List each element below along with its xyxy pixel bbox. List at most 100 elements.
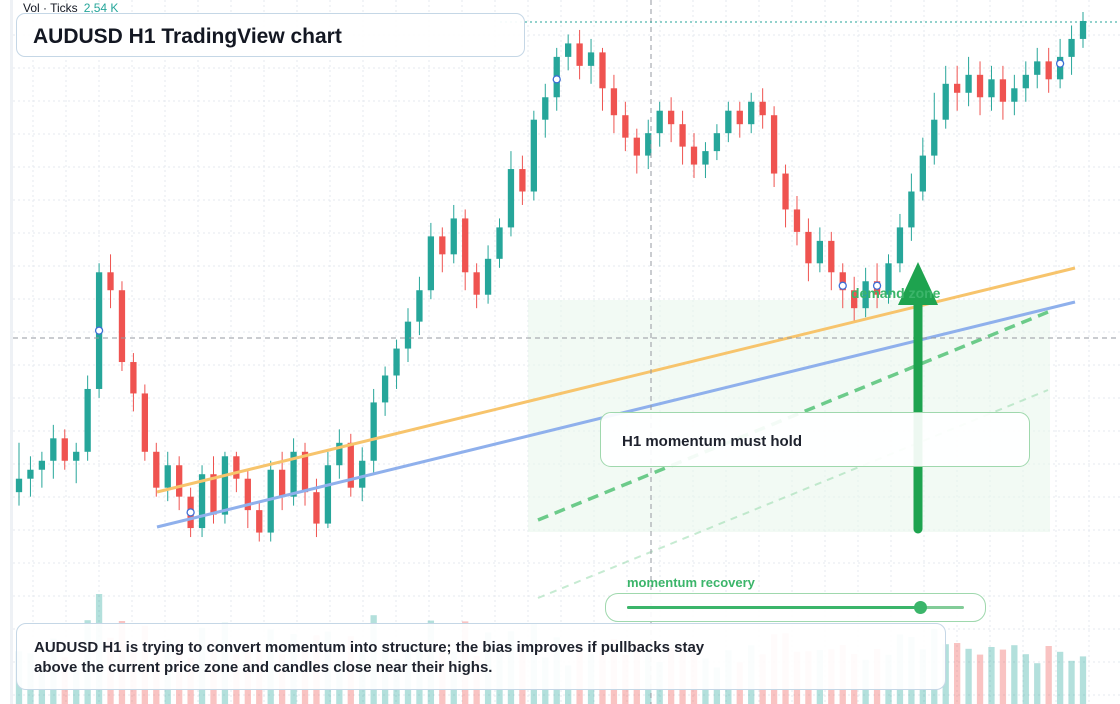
candle[interactable] <box>610 74 618 134</box>
candle[interactable] <box>27 456 34 497</box>
candle[interactable] <box>885 254 892 304</box>
candle[interactable] <box>141 384 148 461</box>
candle[interactable] <box>759 88 766 129</box>
candle[interactable] <box>954 65 961 111</box>
candle[interactable] <box>965 56 972 107</box>
candle[interactable] <box>645 119 652 170</box>
candle[interactable] <box>736 101 743 138</box>
candle-body <box>679 124 686 147</box>
candle[interactable] <box>851 276 858 322</box>
candle[interactable] <box>656 101 663 147</box>
candle[interactable] <box>622 101 629 152</box>
candle[interactable] <box>793 195 801 246</box>
candle[interactable] <box>38 451 46 488</box>
candle[interactable] <box>176 456 183 511</box>
slider-track[interactable] <box>627 601 964 614</box>
candle[interactable] <box>484 245 492 304</box>
candle[interactable] <box>427 222 435 300</box>
candle[interactable] <box>679 110 686 165</box>
candle[interactable] <box>587 38 595 84</box>
candle-body <box>851 290 858 309</box>
candle[interactable] <box>816 227 824 273</box>
candle[interactable] <box>1022 61 1029 102</box>
candle[interactable] <box>976 61 984 116</box>
candle[interactable] <box>988 65 995 111</box>
candle[interactable] <box>530 110 537 201</box>
momentum-recovery-slider[interactable] <box>605 593 986 622</box>
candle[interactable] <box>244 469 251 529</box>
candle[interactable] <box>519 155 526 205</box>
candle[interactable] <box>931 92 938 165</box>
candle-body <box>50 438 57 461</box>
signal-marker[interactable] <box>186 508 195 517</box>
candle[interactable] <box>942 65 949 129</box>
candle[interactable] <box>702 142 709 179</box>
candle[interactable] <box>919 137 926 201</box>
candle[interactable] <box>130 353 137 412</box>
candle[interactable] <box>782 164 789 228</box>
candle[interactable] <box>267 460 274 542</box>
candle[interactable] <box>725 101 732 143</box>
signal-marker[interactable] <box>872 281 882 290</box>
candle[interactable] <box>439 227 446 273</box>
candle[interactable] <box>1034 47 1041 89</box>
volume-bar <box>1045 646 1052 704</box>
candle[interactable] <box>1045 47 1052 93</box>
candle[interactable] <box>336 429 343 479</box>
candle[interactable] <box>462 209 469 291</box>
candle[interactable] <box>805 218 812 282</box>
candle[interactable] <box>416 276 423 336</box>
candle[interactable] <box>713 124 721 161</box>
candle[interactable] <box>84 375 91 461</box>
signal-marker[interactable] <box>1055 59 1065 68</box>
candle[interactable] <box>301 442 309 506</box>
candle[interactable] <box>118 281 126 372</box>
candle[interactable] <box>748 92 755 134</box>
candle[interactable] <box>565 34 572 71</box>
candle[interactable] <box>576 29 583 80</box>
signal-marker[interactable] <box>552 75 561 84</box>
candle[interactable] <box>999 65 1007 120</box>
candle[interactable] <box>404 308 412 363</box>
candle[interactable] <box>1079 12 1087 48</box>
candle[interactable] <box>507 151 515 237</box>
candle[interactable] <box>221 451 229 524</box>
candle[interactable] <box>1068 25 1075 75</box>
candle[interactable] <box>359 447 366 502</box>
candle[interactable] <box>862 267 869 318</box>
candle[interactable] <box>393 339 400 389</box>
signal-marker[interactable] <box>838 281 847 290</box>
candle[interactable] <box>164 451 171 502</box>
candle[interactable] <box>370 388 377 475</box>
candle[interactable] <box>381 366 389 416</box>
candle[interactable] <box>690 133 698 179</box>
candle[interactable] <box>107 254 114 309</box>
candle[interactable] <box>542 83 549 138</box>
candle[interactable] <box>496 218 503 268</box>
candle[interactable] <box>896 213 904 273</box>
candle[interactable] <box>324 451 332 529</box>
candle-body <box>1011 88 1018 102</box>
candle[interactable] <box>770 106 778 188</box>
candle[interactable] <box>256 501 263 542</box>
candle[interactable] <box>1011 74 1018 116</box>
candles[interactable] <box>15 12 1087 542</box>
signal-markers[interactable] <box>94 59 1065 517</box>
candle[interactable] <box>667 97 675 143</box>
candle[interactable] <box>61 429 68 470</box>
candle[interactable] <box>73 442 80 484</box>
candle[interactable] <box>450 204 457 264</box>
slider-thumb[interactable] <box>914 601 928 614</box>
candle[interactable] <box>599 47 606 111</box>
candle[interactable] <box>198 465 206 538</box>
candle[interactable] <box>633 128 640 174</box>
momentum-note-card[interactable]: H1 momentum must hold <box>600 412 1030 467</box>
candle[interactable] <box>153 442 160 497</box>
candle[interactable] <box>908 173 915 241</box>
candle[interactable] <box>50 424 57 479</box>
candle[interactable] <box>828 231 835 291</box>
candle[interactable] <box>15 442 23 506</box>
signal-marker[interactable] <box>94 326 104 335</box>
candle[interactable] <box>473 263 480 309</box>
candle-body <box>1056 56 1064 80</box>
